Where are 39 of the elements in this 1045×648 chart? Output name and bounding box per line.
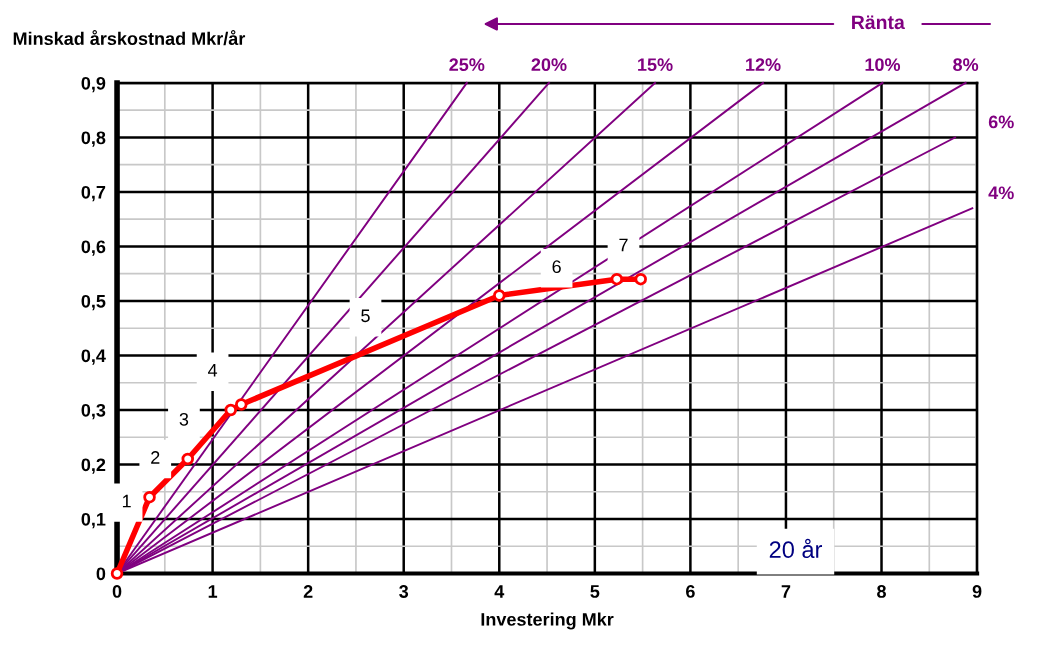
series-label: 6% [988, 115, 1014, 129]
series-label: 25% [449, 58, 485, 72]
series-label: 12% [746, 58, 781, 72]
x-tick-label: 6 [686, 585, 695, 598]
annotation: 2 [151, 451, 160, 464]
y-tick-label: 0,7 [81, 185, 106, 202]
y-tick-label: 0,2 [81, 458, 106, 474]
annotation: 4 [207, 364, 218, 377]
annotation: 1 [122, 494, 131, 508]
x-tick-label: 4 [494, 585, 505, 598]
text: Ränta [852, 15, 905, 30]
annotation: 3 [179, 412, 189, 426]
series-label: 4% [988, 186, 1014, 200]
x-tick-label: 9 [972, 585, 982, 598]
annotation: 5 [361, 309, 370, 323]
y-axis-title: Minskad årskostnad Mkr/år [13, 30, 246, 46]
y-tick-label: 0,5 [81, 294, 106, 311]
series-label: 8% [953, 58, 979, 72]
x-tick-label: 2 [303, 585, 313, 598]
x-tick-label: 5 [590, 585, 600, 598]
y-tick-label: 0,4 [81, 349, 106, 365]
x-tick-label: 3 [399, 585, 409, 598]
y-tick-label: 0 [96, 567, 106, 581]
series-label: 10% [865, 58, 901, 72]
x-tick-label: 7 [781, 585, 791, 598]
annotation: 7 [619, 238, 628, 252]
y-tick-label: 0,9 [81, 76, 106, 93]
y-tick-label: 0,6 [81, 240, 106, 256]
x-tick-label: 0 [112, 585, 122, 598]
x-tick-label: 8 [877, 585, 886, 598]
annotation: 20 år [769, 538, 823, 559]
y-tick-label: 0,3 [81, 403, 106, 420]
annotation: 6 [552, 260, 561, 274]
y-tick-label: 0,1 [81, 512, 106, 529]
series-label: 20% [531, 58, 567, 72]
x-tick-label: 1 [208, 585, 218, 598]
y-tick-label: 0,8 [81, 131, 106, 147]
x-axis-title: Investering Mkr [481, 612, 614, 630]
series-label: 15% [638, 58, 673, 72]
